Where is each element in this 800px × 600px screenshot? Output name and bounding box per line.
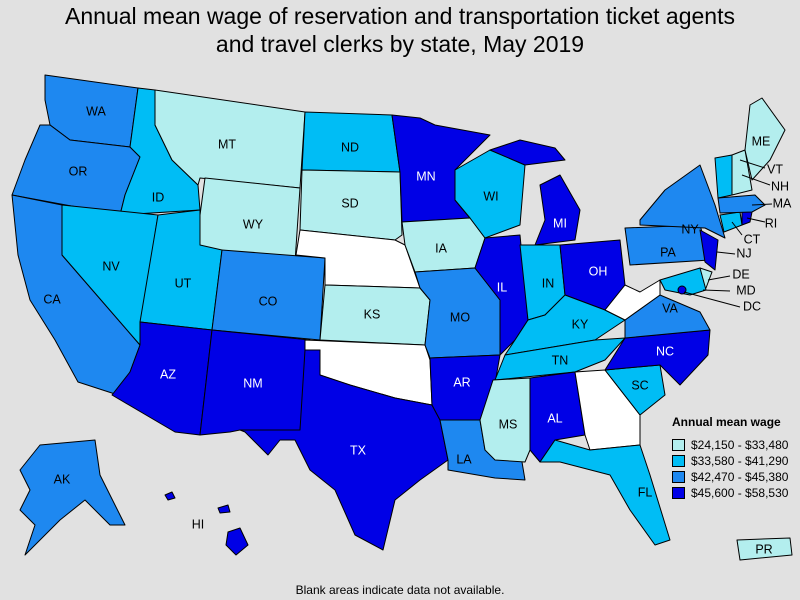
label-sc: SC — [631, 378, 648, 392]
state-ct[interactable] — [719, 211, 743, 233]
label-or: OR — [69, 164, 88, 178]
label-vt: VT — [767, 162, 783, 176]
label-ut: UT — [175, 276, 192, 290]
state-ma[interactable] — [717, 194, 766, 214]
label-hi: HI — [192, 517, 205, 531]
label-ri: RI — [765, 216, 778, 230]
label-mn: MN — [416, 169, 435, 183]
label-me: ME — [752, 134, 771, 148]
label-nd: ND — [341, 140, 359, 154]
state-sd[interactable] — [299, 169, 403, 241]
label-co: CO — [259, 294, 278, 308]
state-mi[interactable] — [489, 139, 581, 246]
label-id: ID — [152, 190, 165, 204]
label-nm: NM — [243, 376, 262, 390]
label-nj: NJ — [736, 246, 751, 260]
legend-title: Annual mean wage — [672, 415, 781, 429]
legend-label: $33,580 - $41,290 — [691, 454, 789, 468]
legend: Annual mean wage $24,150 - $33,480 $33,5… — [672, 415, 798, 501]
state-md[interactable] — [659, 267, 707, 296]
state-ny[interactable] — [639, 164, 726, 239]
legend-item: $33,580 - $41,290 — [672, 453, 798, 469]
label-nc: NC — [656, 344, 674, 358]
map-title: Annual mean wage of reservation and tran… — [0, 2, 800, 58]
label-az: AZ — [160, 367, 176, 381]
footnote: Blank areas indicate data not available. — [295, 583, 505, 597]
label-il: IL — [497, 280, 507, 294]
legend-label: $42,470 - $45,380 — [691, 470, 789, 484]
label-ny: NY — [681, 222, 699, 236]
label-md: MD — [736, 283, 755, 297]
label-ky: KY — [572, 317, 589, 331]
label-ct: CT — [744, 232, 761, 246]
state-fl[interactable] — [539, 439, 671, 546]
label-sd: SD — [341, 196, 358, 210]
label-fl: FL — [638, 485, 653, 499]
label-al: AL — [547, 411, 562, 425]
label-la: LA — [456, 452, 472, 466]
state-hi[interactable] — [164, 491, 249, 556]
legend-label: $45,600 - $58,530 — [691, 486, 789, 500]
label-ma: MA — [773, 196, 792, 210]
legend-swatch — [672, 455, 685, 467]
label-in: IN — [542, 276, 555, 290]
legend-item: $24,150 - $33,480 — [672, 437, 798, 453]
label-mi: MI — [553, 216, 567, 230]
state-nj[interactable] — [699, 229, 719, 271]
label-wy: WY — [243, 217, 264, 231]
label-mt: MT — [218, 137, 236, 151]
label-ia: IA — [435, 241, 447, 255]
label-ar: AR — [453, 375, 470, 389]
label-wa: WA — [86, 104, 106, 118]
legend-item: $42,470 - $45,380 — [672, 469, 798, 485]
legend-swatch — [672, 439, 685, 451]
label-dc: DC — [743, 299, 761, 313]
legend-swatch — [672, 487, 685, 499]
label-wi: WI — [483, 189, 498, 203]
title-line-2: and travel clerks by state, May 2019 — [215, 31, 585, 57]
state-vt[interactable] — [714, 154, 733, 199]
label-nh: NH — [771, 179, 789, 193]
label-de: DE — [732, 267, 749, 281]
leader-lines — [683, 159, 773, 308]
label-mo: MO — [450, 310, 470, 324]
state-ak[interactable] — [19, 439, 126, 556]
label-ks: KS — [364, 307, 381, 321]
state-nh[interactable] — [731, 149, 753, 196]
label-ak: AK — [54, 472, 71, 486]
label-pr: PR — [755, 542, 772, 556]
legend-swatch — [672, 471, 685, 483]
label-ca: CA — [43, 292, 61, 306]
state-pr[interactable] — [736, 537, 793, 561]
state-me[interactable] — [744, 97, 786, 181]
label-nv: NV — [102, 259, 120, 273]
label-tx: TX — [350, 443, 367, 457]
label-va: VA — [662, 301, 678, 315]
label-ms: MS — [499, 417, 518, 431]
title-line-1: Annual mean wage of reservation and tran… — [65, 3, 735, 29]
state-tx[interactable] — [239, 349, 449, 551]
label-tn: TN — [552, 353, 569, 367]
legend-item: $45,600 - $58,530 — [672, 485, 798, 501]
legend-label: $24,150 - $33,480 — [691, 438, 789, 452]
label-pa: PA — [660, 245, 676, 259]
state-dc[interactable] — [677, 285, 687, 295]
label-oh: OH — [589, 264, 608, 278]
